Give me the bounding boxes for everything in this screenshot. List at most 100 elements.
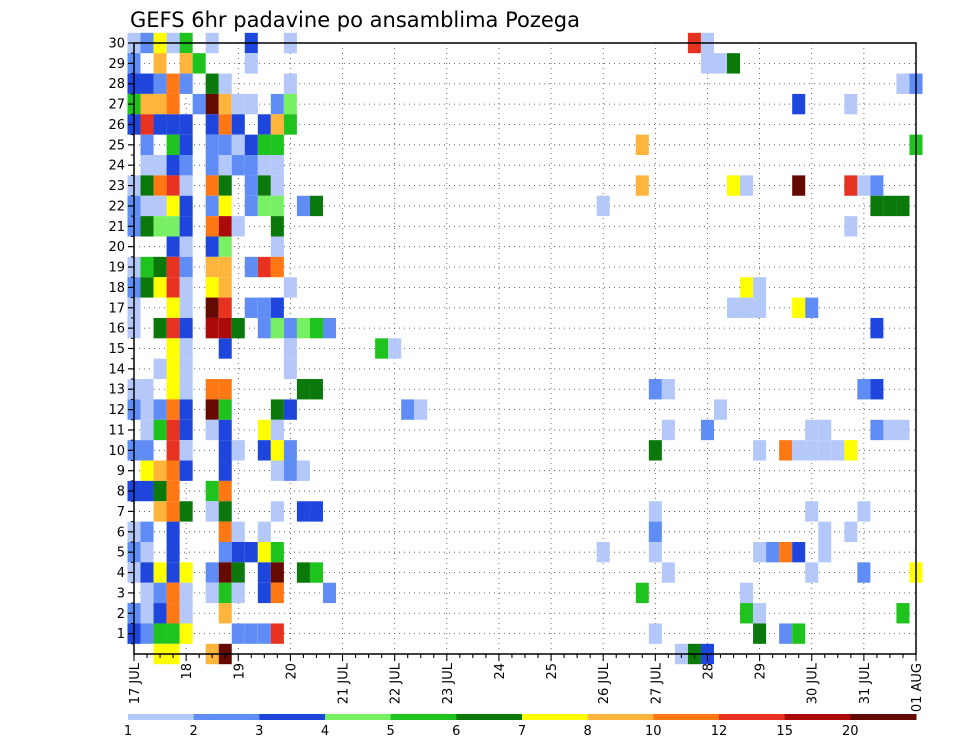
heatmap-cell [257,582,271,604]
heatmap-cell [257,195,271,217]
heatmap-cell [205,480,219,502]
y-tick-label: 6 [117,525,125,540]
heatmap-cell [231,623,245,644]
heatmap-cell [205,277,219,298]
heatmap-cell [205,216,219,237]
heatmap-cell [713,53,728,74]
heatmap-cell [831,440,845,461]
heatmap-cell [218,379,232,400]
heatmap-cell [218,175,232,196]
heatmap-cell [166,501,180,522]
heatmap-cell [140,256,154,278]
heatmap-cell [218,480,232,502]
heatmap-cell [635,134,649,156]
heatmap-cell [844,216,858,237]
heatmap-cell [270,216,284,237]
heatmap-cell [166,562,180,583]
heatmap-cell [270,541,284,563]
heatmap-cell [218,521,232,542]
heatmap-cell [179,53,193,74]
heatmap-cell [205,419,219,441]
heatmap-cell [792,623,806,644]
heatmap-cell [244,623,258,644]
heatmap-cell [661,379,675,400]
heatmap-cell [218,155,232,176]
heatmap-cell [648,623,662,644]
heatmap-cell [153,623,167,644]
heatmap-cell [140,114,154,135]
heatmap-cell [179,603,193,624]
heatmap-cell [179,114,193,135]
heatmap-cell [166,399,180,420]
heatmap-cell [205,155,219,176]
heatmap-cell [244,93,258,115]
heatmap-cell [218,114,232,135]
heatmap-cell [805,501,819,522]
x-tick-label: 27 JUL [649,662,664,704]
heatmap-cell [648,379,662,400]
heatmap-cell [257,440,271,461]
heatmap-cell [661,562,675,583]
heatmap-cell [244,256,258,278]
heatmap-cell [179,582,193,604]
y-tick-label: 19 [108,261,125,276]
legend-swatch [456,714,523,720]
heatmap-cell [283,440,297,461]
x-tick-label: 18 [180,663,195,680]
heatmap-cell [218,297,232,318]
heatmap-cell [870,379,884,400]
heatmap-cell [870,419,884,441]
heatmap-cell [244,297,258,318]
x-tick-label: 01 AUG [910,663,925,712]
heatmap-cell [257,623,271,644]
heatmap-cell [153,399,167,420]
y-tick-label: 12 [108,403,125,418]
heatmap-cell [166,134,180,156]
y-tick-label: 17 [108,301,125,316]
heatmap-cell [231,582,245,604]
legend-label: 20 [842,724,859,739]
heatmap-cell [270,440,284,461]
heatmap-cell [296,460,310,481]
y-tick-label: 22 [108,199,125,214]
heatmap-cell [296,317,310,339]
x-tick-label: 20 [284,663,299,680]
heatmap-cell [166,155,180,176]
heatmap-cell [192,93,206,115]
heatmap-cell [205,114,219,135]
heatmap-cell [257,317,271,339]
heatmap-cell [218,440,232,461]
heatmap-cell [727,175,741,196]
heatmap-cell [140,603,154,624]
heatmap-cell [844,521,858,542]
heatmap-cell [205,399,219,420]
heatmap-cell [257,541,271,563]
heatmap-cell [179,501,193,522]
heatmap-cell [166,582,180,604]
heatmap-cell [179,399,193,420]
heatmap-cell [309,501,323,522]
heatmap-cell [218,317,232,339]
heatmap-cell [857,501,871,522]
heatmap-cell [296,501,310,522]
heatmap-cell [753,541,767,563]
heatmap-cell [166,256,180,278]
x-tick-label: 28 [702,663,717,680]
heatmap-cell [166,73,180,94]
heatmap-cell [896,603,910,624]
heatmap-cell [231,93,245,115]
heatmap-cell [883,419,897,441]
heatmap-cell [231,541,245,563]
heatmap-cell [153,562,167,583]
legend-swatch [325,714,392,720]
heatmap-cell [792,93,806,115]
heatmap-cell [231,521,245,542]
heatmap-cell [257,256,271,278]
heatmap-cell [257,297,271,318]
heatmap-cell [635,582,649,604]
heatmap-cell [218,216,232,237]
heatmap-cell [166,440,180,461]
heatmap-cell [231,134,245,156]
heatmap-cell [270,623,284,644]
heatmap-cell [740,297,754,318]
